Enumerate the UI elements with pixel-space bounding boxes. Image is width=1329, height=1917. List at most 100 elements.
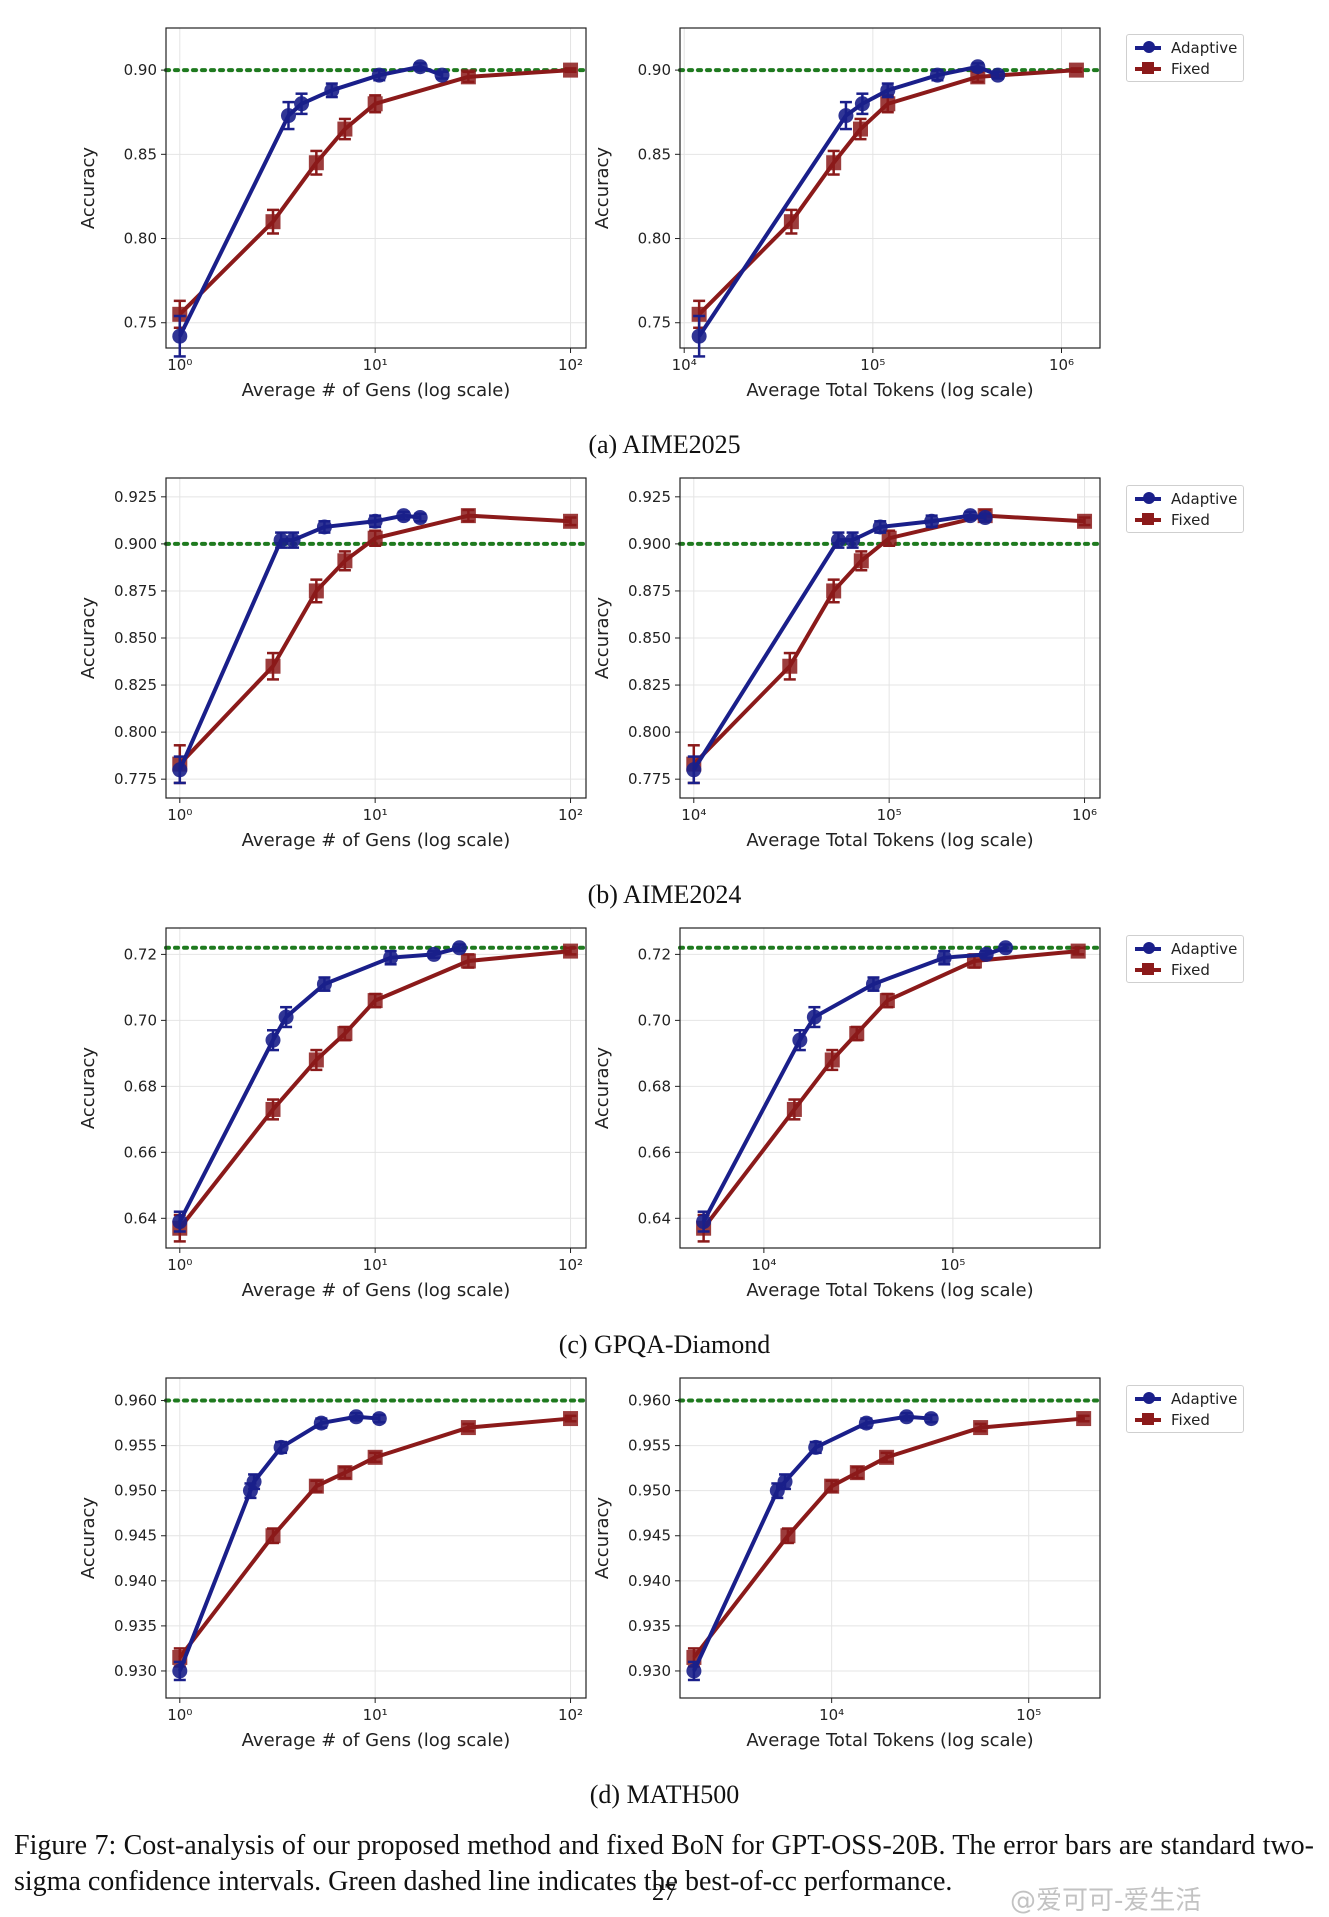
series-line-adaptive <box>177 64 443 338</box>
y-tick-label: 0.66 <box>124 1143 157 1161</box>
y-tick-label: 0.90 <box>124 61 157 79</box>
data-point-fixed <box>265 1101 281 1117</box>
data-point-adaptive <box>880 82 896 98</box>
data-point-fixed <box>337 553 353 569</box>
x-tick-label: 10⁶ <box>1049 356 1074 374</box>
y-axis-label: Accuracy <box>592 1047 613 1130</box>
y-tick-label: 0.875 <box>114 582 157 600</box>
data-point-adaptive <box>316 519 332 535</box>
x-axis-label: Average # of Gens (log scale) <box>242 1730 511 1751</box>
data-point-fixed <box>563 1411 579 1427</box>
legend-adaptive-label: Adaptive <box>1171 490 1238 508</box>
data-point-adaptive <box>845 532 861 548</box>
y-tick-label: 0.955 <box>114 1437 157 1455</box>
data-point-adaptive <box>865 976 881 992</box>
data-point-fixed <box>265 1528 281 1544</box>
y-axis-label: Accuracy <box>78 1497 99 1580</box>
figure-caption: Figure 7: Cost-analysis of our proposed … <box>14 1830 1314 1897</box>
data-point-fixed <box>1076 1411 1092 1427</box>
figure-7-charts: 0.75 0.80 0.85 0.90 10⁰ 10¹ 10² Average # of Ge… <box>78 27 1102 1751</box>
plot-frame <box>679 927 1101 1249</box>
x-tick-label: 10⁶ <box>1072 806 1097 824</box>
data-point-adaptive <box>838 108 854 124</box>
data-point-fixed <box>563 513 579 529</box>
chart-panel-4: 0.775 0.800 0.825 0.850 0.875 0.900 0.925 10⁴ 10… <box>592 477 1102 851</box>
x-tick-label: 10⁰ <box>167 1706 192 1724</box>
data-point-adaptive <box>265 1032 281 1048</box>
data-point-fixed <box>367 530 383 546</box>
page-number: 27 <box>652 1880 676 1906</box>
y-tick-label: 0.80 <box>638 230 671 248</box>
data-point-adaptive <box>371 1411 387 1427</box>
data-point-fixed <box>786 1101 802 1117</box>
legend-a: Adaptive Fixed <box>1126 34 1244 82</box>
y-tick-label: 0.945 <box>114 1527 157 1545</box>
data-point-adaptive <box>434 67 450 83</box>
x-tick-label: 10⁴ <box>681 806 706 824</box>
data-point-adaptive <box>686 762 702 778</box>
y-tick-label: 0.775 <box>628 770 671 788</box>
y-tick-label: 0.64 <box>124 1209 157 1227</box>
legend-fixed-label: Fixed <box>1171 60 1210 78</box>
x-axis-label: Average Total Tokens (log scale) <box>746 380 1033 401</box>
x-tick-label: 10⁵ <box>940 1256 965 1274</box>
data-point-adaptive <box>316 976 332 992</box>
data-point-fixed <box>337 1465 353 1481</box>
data-point-adaptive <box>977 510 993 526</box>
data-point-adaptive <box>294 96 310 112</box>
data-point-fixed <box>308 583 324 599</box>
data-point-adaptive <box>273 1439 289 1455</box>
data-point-fixed <box>1077 513 1093 529</box>
y-tick-label: 0.930 <box>628 1662 671 1680</box>
data-point-fixed <box>563 943 579 959</box>
legend-adaptive-label: Adaptive <box>1171 1390 1238 1408</box>
data-point-adaptive <box>998 940 1014 956</box>
fixed-marker-icon <box>1135 1413 1161 1425</box>
plot-frame <box>679 27 1101 349</box>
data-point-fixed <box>973 1420 989 1436</box>
data-point-adaptive <box>872 519 888 535</box>
y-tick-label: 0.900 <box>628 535 671 553</box>
x-tick-label: 10⁴ <box>672 356 697 374</box>
data-point-adaptive <box>172 1663 188 1679</box>
data-point-adaptive <box>412 59 428 75</box>
subcaption-b: (b) AIME2024 <box>587 880 742 909</box>
data-point-fixed <box>783 214 799 230</box>
x-tick-label: 10¹ <box>363 1256 388 1274</box>
data-point-adaptive <box>172 1214 188 1230</box>
data-point-adaptive <box>924 513 940 529</box>
data-point-adaptive <box>696 1214 712 1230</box>
data-point-fixed <box>563 62 579 78</box>
x-axis-label: Average # of Gens (log scale) <box>242 1280 511 1301</box>
data-point-adaptive <box>990 67 1006 83</box>
data-point-adaptive <box>929 67 945 83</box>
adaptive-marker-icon <box>1135 41 1161 53</box>
data-point-adaptive <box>172 328 188 344</box>
data-point-adaptive <box>899 1409 915 1425</box>
y-tick-label: 0.72 <box>124 945 157 963</box>
subcaption-d: (d) MATH500 <box>589 1780 740 1809</box>
data-point-adaptive <box>396 508 412 524</box>
x-axis-label: Average Total Tokens (log scale) <box>746 1280 1033 1301</box>
data-point-adaptive <box>686 1663 702 1679</box>
y-tick-label: 0.85 <box>638 145 671 163</box>
subcaption-c: (c) GPQA-Diamond <box>558 1330 771 1359</box>
y-tick-label: 0.900 <box>114 535 157 553</box>
y-tick-label: 0.935 <box>114 1617 157 1635</box>
data-point-fixed <box>879 993 895 1009</box>
series-line-adaptive <box>701 945 1007 1223</box>
data-point-adaptive <box>777 1474 793 1490</box>
data-point-adaptive <box>371 67 387 83</box>
data-point-fixed <box>367 993 383 1009</box>
y-tick-label: 0.85 <box>124 145 157 163</box>
data-point-fixed <box>265 214 281 230</box>
data-point-fixed <box>880 96 896 112</box>
chart-panel-3: 0.775 0.800 0.825 0.850 0.875 0.900 0.925 10⁰ 10… <box>78 477 588 851</box>
data-point-adaptive <box>367 513 383 529</box>
y-tick-label: 0.875 <box>628 582 671 600</box>
data-point-adaptive <box>348 1409 364 1425</box>
data-point-fixed <box>691 306 707 322</box>
data-point-adaptive <box>246 1474 262 1490</box>
legend-fixed-label: Fixed <box>1171 511 1210 529</box>
y-tick-label: 0.935 <box>628 1617 671 1635</box>
